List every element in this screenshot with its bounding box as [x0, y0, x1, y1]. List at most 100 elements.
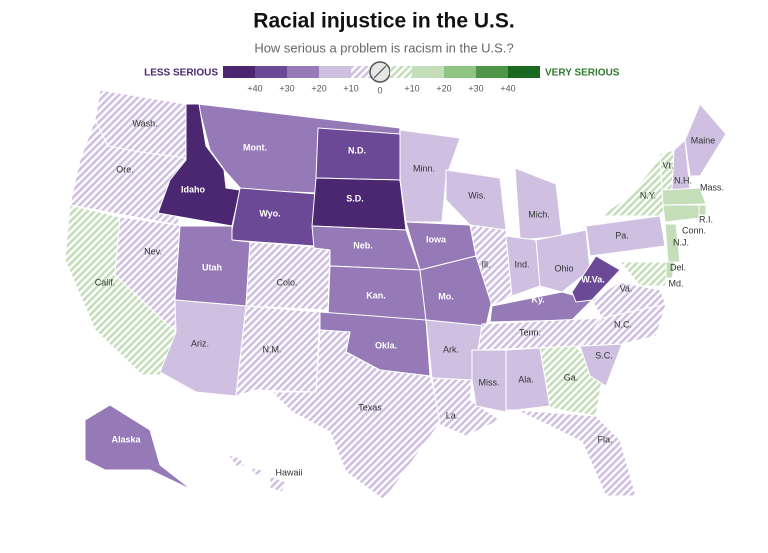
- state-label: Maine: [691, 135, 716, 145]
- state: [581, 303, 667, 347]
- state: [235, 305, 321, 397]
- state-label: Wash.: [132, 118, 157, 128]
- state: [505, 347, 551, 411]
- state: [585, 215, 666, 257]
- state-label: Idaho: [181, 184, 206, 194]
- state-label: Alaska: [111, 434, 141, 444]
- legend-swatch: [255, 66, 287, 78]
- legend-tick-label: +40: [500, 83, 515, 93]
- state-label: Md.: [668, 278, 683, 288]
- state-label: Neb.: [353, 240, 373, 250]
- state-label: Miss.: [479, 377, 500, 387]
- legend-less-label: LESS SERIOUS: [144, 68, 218, 79]
- state: [399, 129, 461, 223]
- state: [619, 261, 667, 287]
- state-label: Pa.: [615, 230, 629, 240]
- state-label: Kan.: [366, 290, 386, 300]
- state-label: R.I.: [699, 214, 713, 224]
- state-label: Mont.: [243, 142, 267, 152]
- legend-swatch: [476, 66, 508, 78]
- state: [311, 177, 407, 231]
- state-label: Wis.: [468, 190, 486, 200]
- state: [661, 187, 707, 206]
- state-label: Utah: [202, 262, 222, 272]
- state-label: Wyo.: [259, 208, 280, 218]
- state-label: Del.: [670, 262, 686, 272]
- state: [571, 255, 621, 303]
- state-label: Texas: [358, 402, 382, 412]
- legend-swatch: [223, 66, 255, 78]
- legend-swatch: [319, 66, 351, 78]
- state-label: N.H.: [674, 175, 692, 185]
- state-label: Ala.: [518, 374, 534, 384]
- legend-more-label: VERY SERIOUS: [545, 68, 620, 79]
- legend-tick-label: +10: [404, 83, 419, 93]
- state-label: N.C.: [614, 319, 632, 329]
- state-label: La.: [446, 410, 459, 420]
- state-label: Ill.: [482, 259, 491, 269]
- state: [84, 404, 193, 491]
- state-label: N.J.: [673, 237, 689, 247]
- legend-tick-label: +30: [468, 83, 483, 93]
- state: [469, 224, 513, 307]
- state-label: Hawaii: [275, 467, 302, 477]
- title: Racial injustice in the U.S.: [253, 10, 514, 33]
- state: [114, 216, 191, 331]
- state-label: Fla.: [597, 434, 612, 444]
- legend-swatch: [444, 66, 476, 78]
- state-label: Va.: [620, 283, 633, 293]
- state-label: Ariz.: [191, 338, 209, 348]
- states: [64, 89, 727, 501]
- state: [514, 167, 563, 241]
- state: [664, 223, 681, 263]
- legend: LESS SERIOUS +40 +30 +20 +10 0 +10 +20 +30 +40 VER…: [144, 61, 620, 95]
- state-label: Ky.: [531, 294, 544, 304]
- state-label: S.D.: [346, 193, 364, 203]
- state: [471, 349, 507, 413]
- state-label: Ohio: [554, 263, 573, 273]
- state: [515, 409, 637, 497]
- state-label: N.M.: [263, 344, 282, 354]
- state: [662, 204, 700, 223]
- state-label: Ark.: [443, 344, 459, 354]
- state-label: Mass.: [700, 182, 724, 192]
- state-label: N.D.: [348, 145, 366, 155]
- legend-tick-label: +40: [247, 83, 262, 93]
- state-label: Mo.: [438, 291, 454, 301]
- legend-swatch: [287, 66, 319, 78]
- state-label: Ga.: [564, 372, 579, 382]
- legend-swatch: [412, 66, 444, 78]
- state-label: Nev.: [144, 246, 162, 256]
- legend-center-slash: [373, 65, 387, 79]
- legend-tick-label: +30: [279, 83, 294, 93]
- state: [535, 229, 591, 293]
- state-label: S.C.: [595, 350, 613, 360]
- state-label: Colo.: [276, 277, 297, 287]
- state-label: Calif.: [95, 277, 116, 287]
- state-label: N.Y.: [640, 190, 656, 200]
- state-label: Ore.: [116, 164, 134, 174]
- state: [684, 103, 727, 177]
- state-label: Vt.: [662, 160, 673, 170]
- state-label: Conn.: [682, 225, 706, 235]
- state: [599, 157, 665, 217]
- state: [419, 255, 493, 327]
- state-label: Okla.: [375, 340, 397, 350]
- state: [591, 281, 667, 319]
- state-label: Tenn.: [519, 327, 541, 337]
- state-label: Minn.: [413, 163, 435, 173]
- state: [227, 454, 287, 493]
- state-label: W.Va.: [581, 274, 605, 284]
- state: [489, 291, 593, 323]
- legend-swatch: [508, 66, 540, 78]
- state-label: Ind.: [514, 259, 529, 269]
- legend-tick-label: +20: [311, 83, 326, 93]
- legend-swatch: [390, 66, 412, 78]
- state-label: Iowa: [426, 234, 447, 244]
- legend-tick-label: +20: [436, 83, 451, 93]
- legend-center-label: 0: [377, 85, 382, 95]
- state: [271, 329, 443, 501]
- state: [245, 241, 331, 311]
- subtitle: How serious a problem is racism in the U…: [254, 40, 513, 55]
